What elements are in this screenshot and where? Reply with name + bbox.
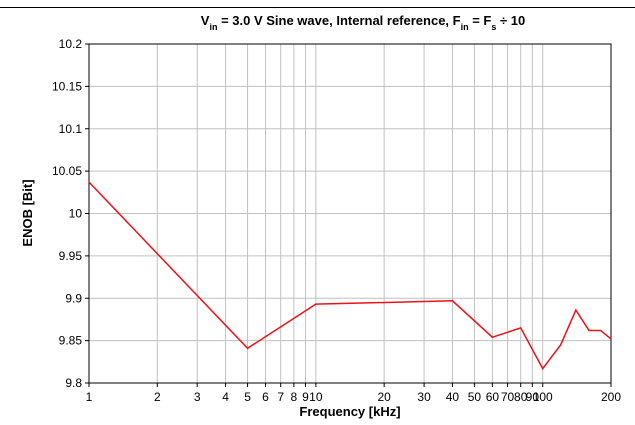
x-tick-label: 20 [377,390,391,404]
data-point [575,309,577,311]
chart-title: Vin = 3.0 V Sine wave, Internal referenc… [201,13,525,32]
x-tick-label: 60 [486,390,500,404]
data-point [541,367,544,370]
chart-title-part: = 3.0 V Sine wave, Internal reference, F [217,13,460,28]
data-point [559,344,562,346]
chart-title-part: in [209,22,217,32]
y-tick-label: 10.05 [52,164,82,178]
y-tick-label: 10 [69,207,83,221]
y-axis-title: ENOB [Bit] [20,179,35,246]
y-tick-label: 9.95 [59,249,83,263]
x-tick-label: 3 [194,390,201,404]
y-tick-label: 9.85 [59,334,83,348]
y-axis: 9.8 9.85 9.9 9.95 10 10.05 10.1 10.15 10.2 [52,37,89,390]
chart-title-part: ÷ 10 [496,13,525,28]
data-point [610,338,612,340]
x-tick-label: 4 [222,390,229,404]
series-layer [88,181,612,370]
x-tick-label: 7 [277,390,284,404]
x-tick-label: 50 [468,390,482,404]
grid [89,44,611,383]
x-tick-label: 100 [533,390,553,404]
data-point [246,347,249,350]
data-point [599,329,602,332]
x-tick-label: 10 [309,390,323,404]
x-axis-title: Frequency [kHz] [299,404,400,419]
chart-title-part: = F [469,13,492,28]
x-tick-label: 30 [417,390,431,404]
data-point [315,303,317,305]
x-tick-label: 5 [244,390,251,404]
x-tick-label: 200 [601,390,621,404]
x-tick-label: 8 [291,390,298,404]
data-point [88,181,90,183]
x-tick-label: 6 [262,390,269,404]
y-tick-label: 9.8 [65,376,82,390]
data-point [491,336,494,338]
x-tick-label: 1 [86,390,93,404]
y-tick-label: 10.2 [59,37,83,51]
data-point [451,300,454,302]
x-tick-label: 90 [526,390,540,404]
x-tick-label: 40 [446,390,460,404]
series-line [88,181,612,370]
y-tick-label: 9.9 [65,291,82,305]
x-tick-label: 9 [302,390,309,404]
chart-title-part: s [491,22,496,32]
chart-title-part: V [201,13,210,28]
chart-title-part: in [461,22,469,32]
x-tick-label: 80 [514,390,528,404]
y-tick-label: 10.1 [59,122,83,136]
data-point [519,327,522,329]
x-tick-label: 70 [501,390,515,404]
data-point [588,329,590,332]
y-tick-label: 10.15 [52,79,82,93]
x-tick-label: 2 [154,390,161,404]
